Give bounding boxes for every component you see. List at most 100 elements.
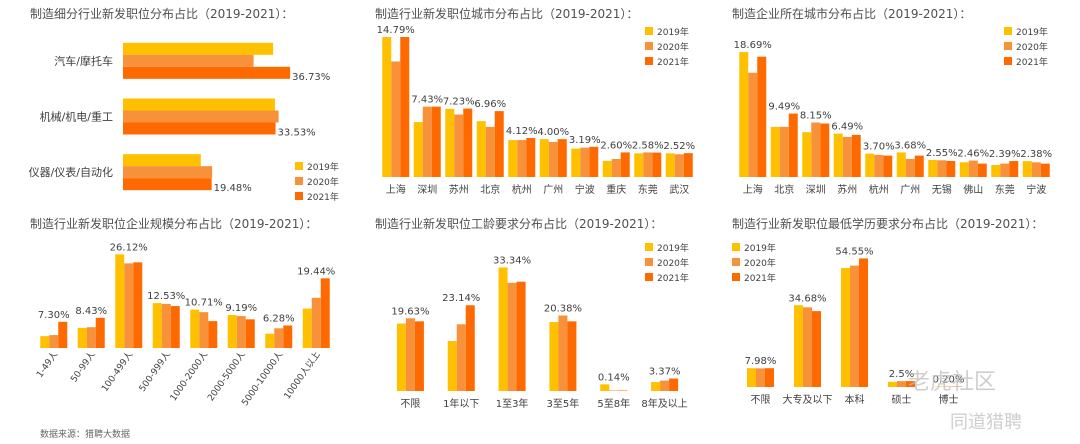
- data-label: 7.98%: [745, 356, 777, 367]
- bar: [208, 321, 218, 348]
- bar: [170, 306, 180, 348]
- bar: [123, 154, 201, 167]
- chart-city-job-distribution: 制造行业新发职位城市分布占比（2019-2021）： 14.79% 上海 7.43%…: [375, 5, 705, 210]
- tick-label: 1至3年: [496, 397, 529, 410]
- bar: [517, 140, 527, 177]
- bar: [508, 140, 518, 177]
- bar: [660, 380, 670, 391]
- bar: [580, 147, 590, 177]
- bar: [906, 381, 915, 387]
- tick-label: 无锡: [932, 183, 952, 196]
- bar: [124, 263, 134, 348]
- bar: [498, 267, 508, 391]
- bar: [634, 153, 644, 177]
- bar: [476, 121, 486, 177]
- bar: [422, 106, 432, 177]
- bar: [447, 340, 457, 391]
- bar: [236, 316, 246, 348]
- tick-label: 汽车/摩托车: [54, 54, 113, 68]
- data-label: 19.48%: [214, 183, 252, 194]
- data-label: 12.53%: [147, 291, 185, 302]
- tick-label: 100-499人: [99, 349, 135, 393]
- data-label: 34.68%: [788, 293, 826, 304]
- tick-label: 机械/机电/重工: [40, 110, 113, 124]
- data-label: 33.34%: [493, 255, 531, 266]
- tick-label: 1-49人: [34, 349, 60, 379]
- bar: [199, 312, 209, 348]
- chart-industry-distribution: 制造细分行业新发职位分布占比（2019-2021）： 36.73% 汽车/摩托车 3…: [29, 5, 350, 210]
- legend-swatch: [645, 273, 653, 281]
- tick-label: 东莞: [638, 183, 658, 196]
- bar: [739, 52, 749, 177]
- data-label: 2.58%: [632, 140, 664, 151]
- bar: [770, 126, 780, 177]
- tick-label: 不限: [751, 394, 771, 406]
- legend-swatch: [645, 243, 653, 251]
- tick-label: 本科: [845, 393, 865, 406]
- bar: [133, 262, 143, 348]
- bar: [651, 382, 661, 391]
- data-label: 4.00%: [537, 127, 569, 138]
- tick-label: 深圳: [417, 184, 437, 196]
- legend-label: 2021年: [1016, 56, 1048, 68]
- chart-svg: 18.69% 上海 9.49% 北京 8.15% 深圳 6.49% 苏州 3.70% 杭州 3.68…: [734, 26, 1052, 196]
- data-label: 19.63%: [391, 306, 429, 317]
- data-label: 9.49%: [768, 102, 800, 113]
- bar: [1022, 161, 1032, 177]
- legend-label: 2020年: [657, 257, 689, 269]
- bar: [820, 123, 830, 177]
- legend-swatch: [1004, 57, 1012, 65]
- bar: [600, 384, 610, 391]
- chart-title: 制造行业新发职位城市分布占比（2019-2021）：: [375, 7, 639, 21]
- bar: [620, 152, 630, 177]
- bar: [914, 155, 924, 177]
- data-label: 6.49%: [831, 122, 863, 133]
- bar: [883, 155, 893, 177]
- bar: [611, 159, 621, 177]
- data-label: 0.20%: [933, 375, 965, 386]
- bar: [123, 42, 274, 55]
- legend-label: 2020年: [307, 176, 339, 188]
- chart-education-distribution: 制造行业新发职位最低学历要求分布占比（2019-2021）： 7.98% 不限 34…: [732, 215, 1062, 425]
- bar: [123, 178, 212, 191]
- data-label: 3.68%: [894, 140, 926, 151]
- data-label: 4.12%: [506, 126, 538, 137]
- bar: [865, 153, 875, 177]
- bar: [431, 106, 441, 177]
- bar: [1000, 163, 1010, 177]
- bar: [58, 321, 68, 348]
- bar: [905, 158, 915, 177]
- bar: [507, 282, 517, 391]
- data-label: 18.69%: [734, 40, 772, 51]
- bar: [757, 56, 767, 177]
- bar: [405, 318, 415, 391]
- bar: [896, 152, 906, 177]
- bar: [40, 336, 50, 348]
- bar: [548, 141, 558, 177]
- tick-label: 宁波: [1026, 183, 1046, 196]
- bar: [803, 307, 812, 387]
- legend-label: 2019年: [1016, 26, 1048, 38]
- tick-label: 苏州: [449, 183, 469, 196]
- bar: [123, 122, 276, 135]
- bar: [123, 110, 279, 123]
- bar: [571, 148, 581, 177]
- chart-svg: 7.98% 不限 34.68% 大专及以下 54.55% 本科 2.5% 硕士 0.20% 博士 2…: [732, 242, 965, 406]
- bar: [602, 160, 612, 177]
- bar: [897, 381, 906, 387]
- bar: [618, 390, 628, 391]
- bar: [859, 258, 868, 387]
- tick-label: 5至8年: [597, 397, 630, 410]
- bar: [413, 122, 423, 177]
- legend-swatch: [295, 162, 303, 170]
- bar: [49, 335, 59, 348]
- legend-label: 2020年: [657, 41, 689, 53]
- data-label: 19.44%: [297, 266, 335, 277]
- bar: [454, 114, 464, 177]
- bar: [794, 305, 803, 387]
- bar: [445, 108, 455, 177]
- tick-label: 东莞: [995, 183, 1015, 196]
- data-label: 2.46%: [957, 149, 989, 160]
- watermark-text: 老虎社区: [908, 370, 997, 395]
- tick-label: 5000-10000人: [240, 349, 286, 408]
